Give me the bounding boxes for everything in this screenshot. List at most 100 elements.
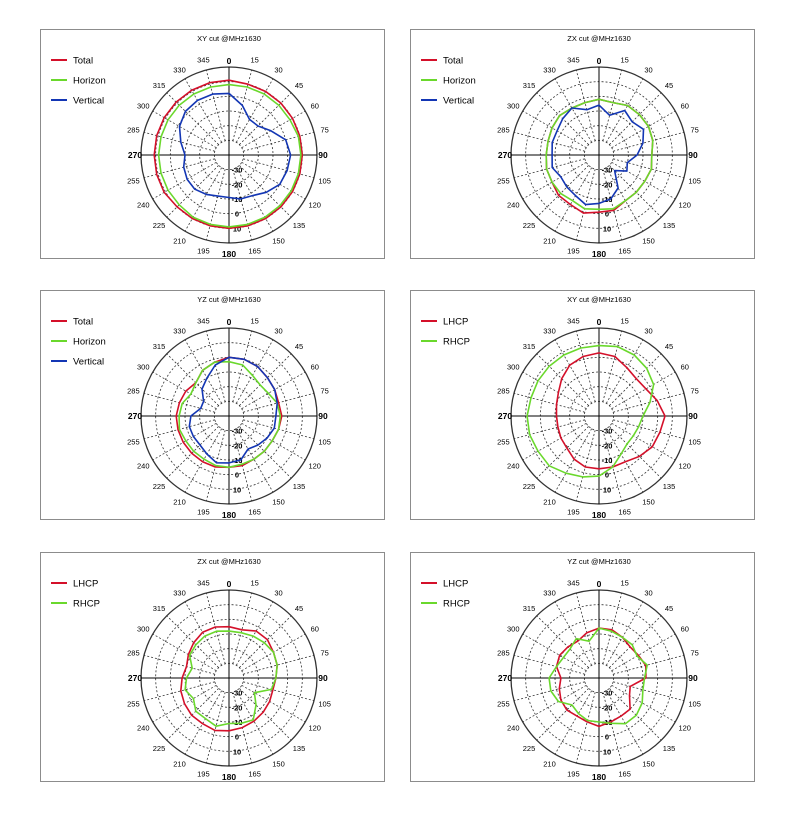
polar-spoke: [143, 158, 215, 179]
radial-tick-label: 10: [233, 224, 241, 233]
polar-spoke: [513, 131, 585, 152]
angle-tick-label: 90: [688, 673, 698, 683]
polar-spoke: [152, 161, 217, 200]
angle-tick-label: 330: [543, 326, 556, 335]
polar-spoke: [241, 684, 306, 723]
angle-tick-label: 255: [497, 177, 510, 186]
angle-tick-label: 300: [137, 102, 150, 111]
angle-tick-label: 270: [498, 411, 512, 421]
angle-tick-label: 150: [642, 760, 655, 769]
angle-tick-label: 0: [597, 579, 602, 589]
angle-tick-label: 285: [127, 386, 140, 395]
angle-tick-label: 135: [293, 744, 306, 753]
radial-tick-label: -30: [232, 166, 243, 175]
radial-tick-label: 0: [235, 210, 239, 219]
angle-tick-label: 165: [248, 247, 261, 256]
radial-tick-label: -20: [232, 180, 243, 189]
polar-spoke: [602, 430, 623, 502]
angle-tick-label: 210: [543, 237, 556, 246]
angle-tick-label: 195: [197, 247, 210, 256]
polar-spoke: [613, 158, 685, 179]
polar-spoke: [522, 422, 587, 461]
legend-label: LHCP: [73, 579, 98, 590]
angle-tick-label: 315: [523, 342, 536, 351]
angle-tick-label: 45: [665, 81, 673, 90]
angle-tick-label: 285: [497, 125, 510, 134]
polar-spoke: [205, 330, 226, 402]
angle-tick-label: 0: [227, 579, 232, 589]
angle-tick-label: 285: [497, 386, 510, 395]
polar-spoke: [609, 688, 662, 741]
polar-spoke: [609, 92, 662, 145]
angle-tick-label: 120: [308, 462, 321, 471]
polar-spoke: [575, 69, 596, 141]
polar-spoke: [605, 339, 644, 404]
legend-label: Vertical: [443, 96, 474, 107]
polar-spoke: [575, 430, 596, 502]
polar-spoke: [184, 601, 223, 666]
angle-tick-label: 210: [173, 237, 186, 246]
chart-title: XY cut @MHz1630: [197, 34, 261, 43]
polar-spoke: [602, 592, 623, 664]
polar-spoke: [536, 353, 589, 406]
polar-spoke: [152, 110, 217, 149]
polar-spoke: [232, 330, 253, 402]
angle-tick-label: 15: [620, 316, 628, 325]
polar-spoke: [513, 654, 585, 675]
polar-spoke: [184, 167, 223, 232]
angle-tick-label: 180: [222, 510, 236, 520]
radial-tick-label: 10: [233, 747, 241, 756]
angle-tick-label: 330: [173, 588, 186, 597]
polar-spoke: [239, 353, 292, 406]
polar-spoke: [184, 428, 223, 493]
polar-spoke: [241, 161, 306, 200]
polar-spoke: [609, 165, 662, 218]
angle-tick-label: 60: [681, 625, 689, 634]
angle-tick-label: 225: [153, 482, 166, 491]
angle-tick-label: 15: [620, 578, 628, 587]
angle-tick-label: 180: [592, 772, 606, 782]
polar-spoke: [611, 371, 676, 410]
polar-spoke: [611, 633, 676, 672]
polar-spoke: [235, 428, 274, 493]
angle-tick-label: 180: [222, 249, 236, 259]
polar-spoke: [602, 169, 623, 241]
angle-tick-label: 90: [688, 411, 698, 421]
angle-tick-label: 225: [153, 221, 166, 230]
angle-tick-label: 45: [295, 342, 303, 351]
angle-tick-label: 255: [127, 177, 140, 186]
polar-spoke: [611, 422, 676, 461]
series-line-lhcp: [555, 627, 647, 728]
angle-tick-label: 225: [523, 482, 536, 491]
series-line-rhcp: [526, 344, 655, 478]
angle-tick-label: 75: [690, 386, 698, 395]
angle-tick-label: 345: [567, 578, 580, 587]
polar-spoke: [536, 165, 589, 218]
polar-spoke: [611, 161, 676, 200]
angle-tick-label: 120: [678, 724, 691, 733]
chart-title: XY cut @MHz1630: [567, 295, 631, 304]
angle-tick-label: 60: [311, 625, 319, 634]
polar-spoke: [575, 692, 596, 764]
angle-tick-label: 300: [137, 625, 150, 634]
polar-chart: ZX cut @MHz1630 0 15 30 45 60 75 90 105 120 135 150…: [51, 557, 331, 782]
angle-tick-label: 330: [173, 326, 186, 335]
series-line-total: [153, 79, 304, 230]
angle-tick-label: 180: [592, 249, 606, 259]
series-line-horizon: [157, 83, 302, 228]
radial-tick-label: 0: [605, 210, 609, 219]
polar-spoke: [166, 165, 219, 218]
angle-tick-label: 45: [295, 604, 303, 613]
polar-spoke: [235, 78, 274, 143]
radial-tick-label: 10: [233, 485, 241, 494]
angle-tick-label: 105: [318, 177, 331, 186]
angle-tick-label: 90: [318, 673, 328, 683]
radial-tick-label: -10: [602, 456, 613, 465]
angle-tick-label: 150: [272, 760, 285, 769]
series-line-horizon: [178, 360, 282, 469]
angle-tick-label: 165: [248, 770, 261, 779]
angle-tick-label: 315: [523, 81, 536, 90]
angle-tick-label: 210: [543, 498, 556, 507]
angle-tick-label: 225: [523, 221, 536, 230]
angle-tick-label: 90: [318, 150, 328, 160]
